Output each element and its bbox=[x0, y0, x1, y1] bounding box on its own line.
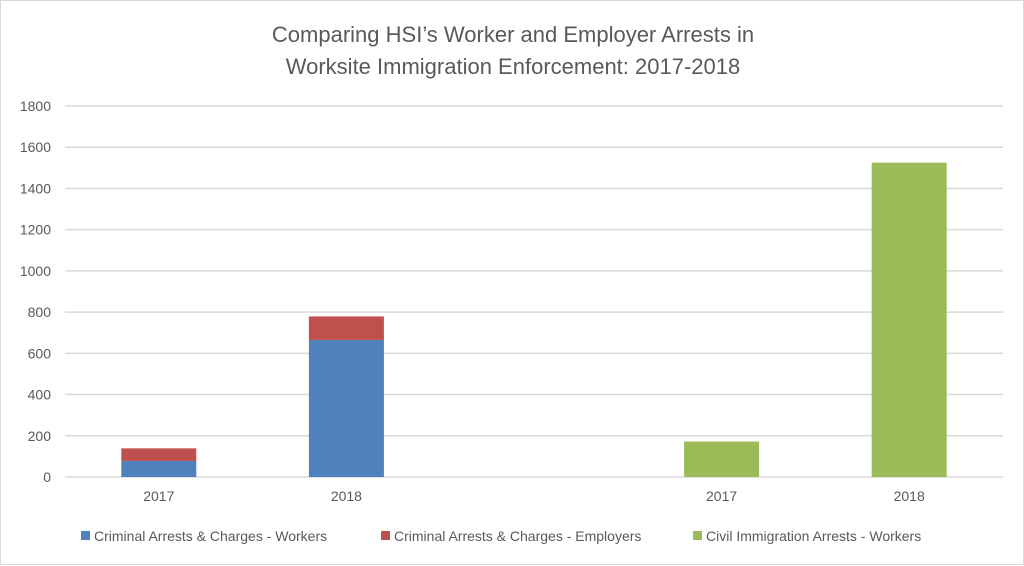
y-tick-label: 200 bbox=[28, 428, 52, 444]
chart-title-line: Worksite Immigration Enforcement: 2017-2… bbox=[286, 54, 740, 79]
legend-swatch bbox=[693, 531, 702, 540]
bar-criminal-arrests-charges-workers bbox=[308, 339, 384, 477]
y-tick-label: 1600 bbox=[20, 139, 51, 155]
x-tick-label: 2018 bbox=[331, 488, 362, 504]
x-tick-label: 2017 bbox=[706, 488, 737, 504]
y-tick-label: 600 bbox=[28, 345, 52, 361]
bar-criminal-arrests-charges-employers bbox=[121, 448, 197, 461]
y-tick-label: 400 bbox=[28, 387, 52, 403]
bar-civil-immigration-arrests-workers bbox=[871, 162, 947, 478]
y-tick-label: 1200 bbox=[20, 222, 51, 238]
bar-criminal-arrests-charges-employers bbox=[308, 316, 384, 340]
y-tick-label: 1000 bbox=[20, 263, 51, 279]
bar-criminal-arrests-charges-workers bbox=[121, 460, 197, 477]
y-tick-label: 0 bbox=[43, 469, 51, 485]
x-tick-label: 2018 bbox=[894, 488, 925, 504]
legend-label: Criminal Arrests & Charges - Employers bbox=[394, 528, 641, 544]
y-tick-label: 1400 bbox=[20, 180, 51, 196]
x-tick-label: 2017 bbox=[143, 488, 174, 504]
bar-civil-immigration-arrests-workers bbox=[684, 441, 760, 477]
legend-label: Criminal Arrests & Charges - Workers bbox=[94, 528, 327, 544]
y-tick-label: 800 bbox=[28, 304, 52, 320]
chart-title-line: Comparing HSI’s Worker and Employer Arre… bbox=[272, 22, 754, 47]
legend-label: Civil Immigration Arrests - Workers bbox=[706, 528, 921, 544]
legend-swatch bbox=[81, 531, 90, 540]
y-tick-label: 1800 bbox=[20, 98, 51, 114]
legend-swatch bbox=[381, 531, 390, 540]
